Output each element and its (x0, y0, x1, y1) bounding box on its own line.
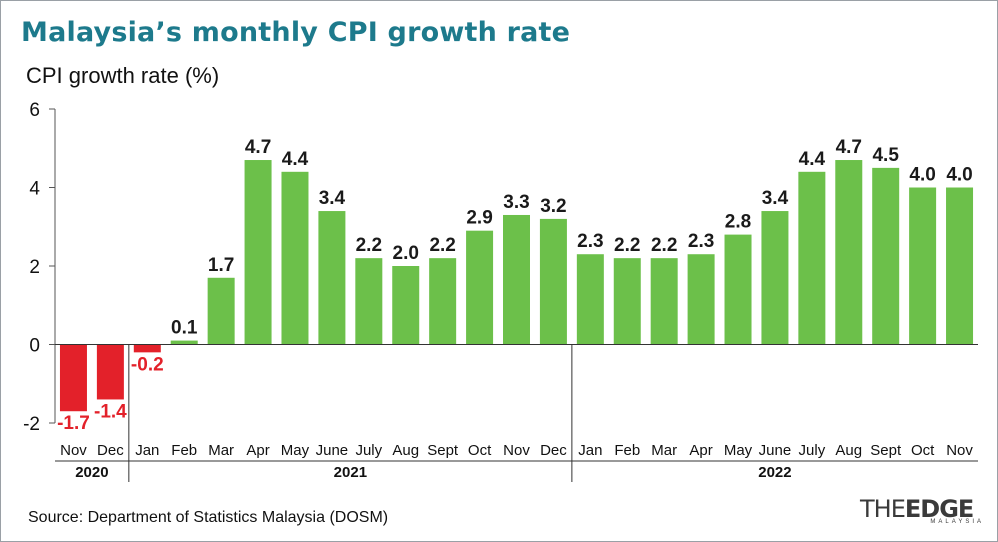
bar (835, 160, 863, 345)
bar (133, 344, 161, 353)
x-category-label: Apr (246, 442, 269, 459)
bar (872, 167, 900, 345)
x-category-label: Feb (614, 442, 640, 459)
x-category-label: Aug (835, 442, 862, 459)
x-category-label: Nov (946, 442, 973, 459)
data-label: 3.4 (319, 188, 346, 209)
data-label: 0.1 (171, 318, 198, 339)
bar (59, 344, 87, 412)
bar (96, 344, 124, 400)
year-label: 2022 (758, 464, 791, 481)
data-label: 2.8 (725, 212, 751, 233)
x-category-label: July (355, 442, 382, 459)
bar (650, 258, 678, 345)
bar (170, 340, 198, 345)
logo-text-the: THE (860, 495, 906, 523)
source-note: Source: Department of Statistics Malaysi… (28, 509, 389, 526)
x-category-label: June (759, 442, 792, 459)
bar (466, 230, 494, 345)
data-label: 3.3 (503, 192, 529, 213)
x-category-label: June (316, 442, 349, 459)
data-label: 2.2 (651, 235, 677, 256)
data-label: 4.7 (245, 137, 271, 158)
y-tick-label: 2 (29, 257, 40, 278)
x-category-label: Jan (135, 442, 159, 459)
bar (207, 277, 235, 345)
x-category-label: Sept (870, 442, 902, 459)
bar (613, 258, 641, 345)
data-label: -1.7 (57, 413, 90, 434)
x-category-label: Aug (392, 442, 419, 459)
data-label: 2.2 (429, 235, 455, 256)
bar (281, 171, 309, 345)
year-label: 2021 (334, 464, 367, 481)
data-label: 2.9 (466, 208, 492, 229)
data-label: 2.3 (577, 231, 603, 252)
bar (429, 258, 457, 345)
bar (798, 171, 826, 345)
x-category-label: Feb (171, 442, 197, 459)
data-label: 2.3 (688, 231, 714, 252)
bar (503, 214, 530, 345)
x-category-label: Sept (427, 442, 459, 459)
bar (539, 218, 567, 345)
x-category-label: May (724, 442, 753, 459)
data-label: 1.7 (208, 255, 234, 276)
data-label: 3.4 (762, 188, 789, 209)
data-label: 3.2 (540, 196, 566, 217)
y-tick-label: -2 (23, 414, 40, 435)
bar (724, 234, 752, 345)
x-category-label: Mar (208, 442, 234, 459)
logo-text-edge: EDGE (904, 495, 974, 523)
bar (687, 254, 715, 345)
data-label: 4.0 (909, 165, 935, 186)
data-label: 4.4 (282, 149, 309, 170)
data-label: 4.7 (836, 137, 862, 158)
x-category-label: May (281, 442, 310, 459)
data-label: 4.0 (946, 165, 972, 186)
x-category-label: Dec (540, 442, 567, 459)
data-label: 2.2 (614, 235, 640, 256)
x-category-label: Apr (689, 442, 712, 459)
bar (909, 187, 937, 345)
x-category-label: Dec (97, 442, 124, 459)
x-category-label: Nov (60, 442, 87, 459)
y-axis-label: CPI growth rate (%) (26, 63, 220, 88)
x-category-label: Mar (651, 442, 677, 459)
data-label: 2.0 (393, 243, 419, 264)
data-label: -0.2 (131, 354, 164, 375)
bar (355, 258, 383, 345)
bar (244, 160, 272, 345)
x-category-label: Oct (911, 442, 935, 459)
bar (946, 187, 974, 345)
logo-text-malaysia: MALAYSIA (930, 519, 984, 525)
data-label: 2.2 (356, 235, 382, 256)
data-label: 4.5 (872, 145, 899, 166)
y-tick-label: 6 (29, 100, 40, 121)
x-category-label: Jan (578, 442, 602, 459)
the-edge-logo: THEEDGE MALAYSIA (860, 495, 990, 525)
data-label: -1.4 (94, 401, 127, 422)
x-category-label: Nov (503, 442, 530, 459)
year-label: 2020 (75, 464, 108, 481)
bar (576, 254, 604, 345)
bar (392, 266, 420, 345)
bar (318, 211, 346, 345)
chart-title: Malaysia’s monthly CPI growth rate (21, 17, 571, 48)
bar (761, 211, 789, 345)
x-category-label: July (799, 442, 826, 459)
y-tick-label: 4 (29, 179, 40, 200)
x-category-label: Oct (468, 442, 492, 459)
data-label: 4.4 (799, 149, 826, 170)
y-tick-label: 0 (29, 336, 40, 357)
